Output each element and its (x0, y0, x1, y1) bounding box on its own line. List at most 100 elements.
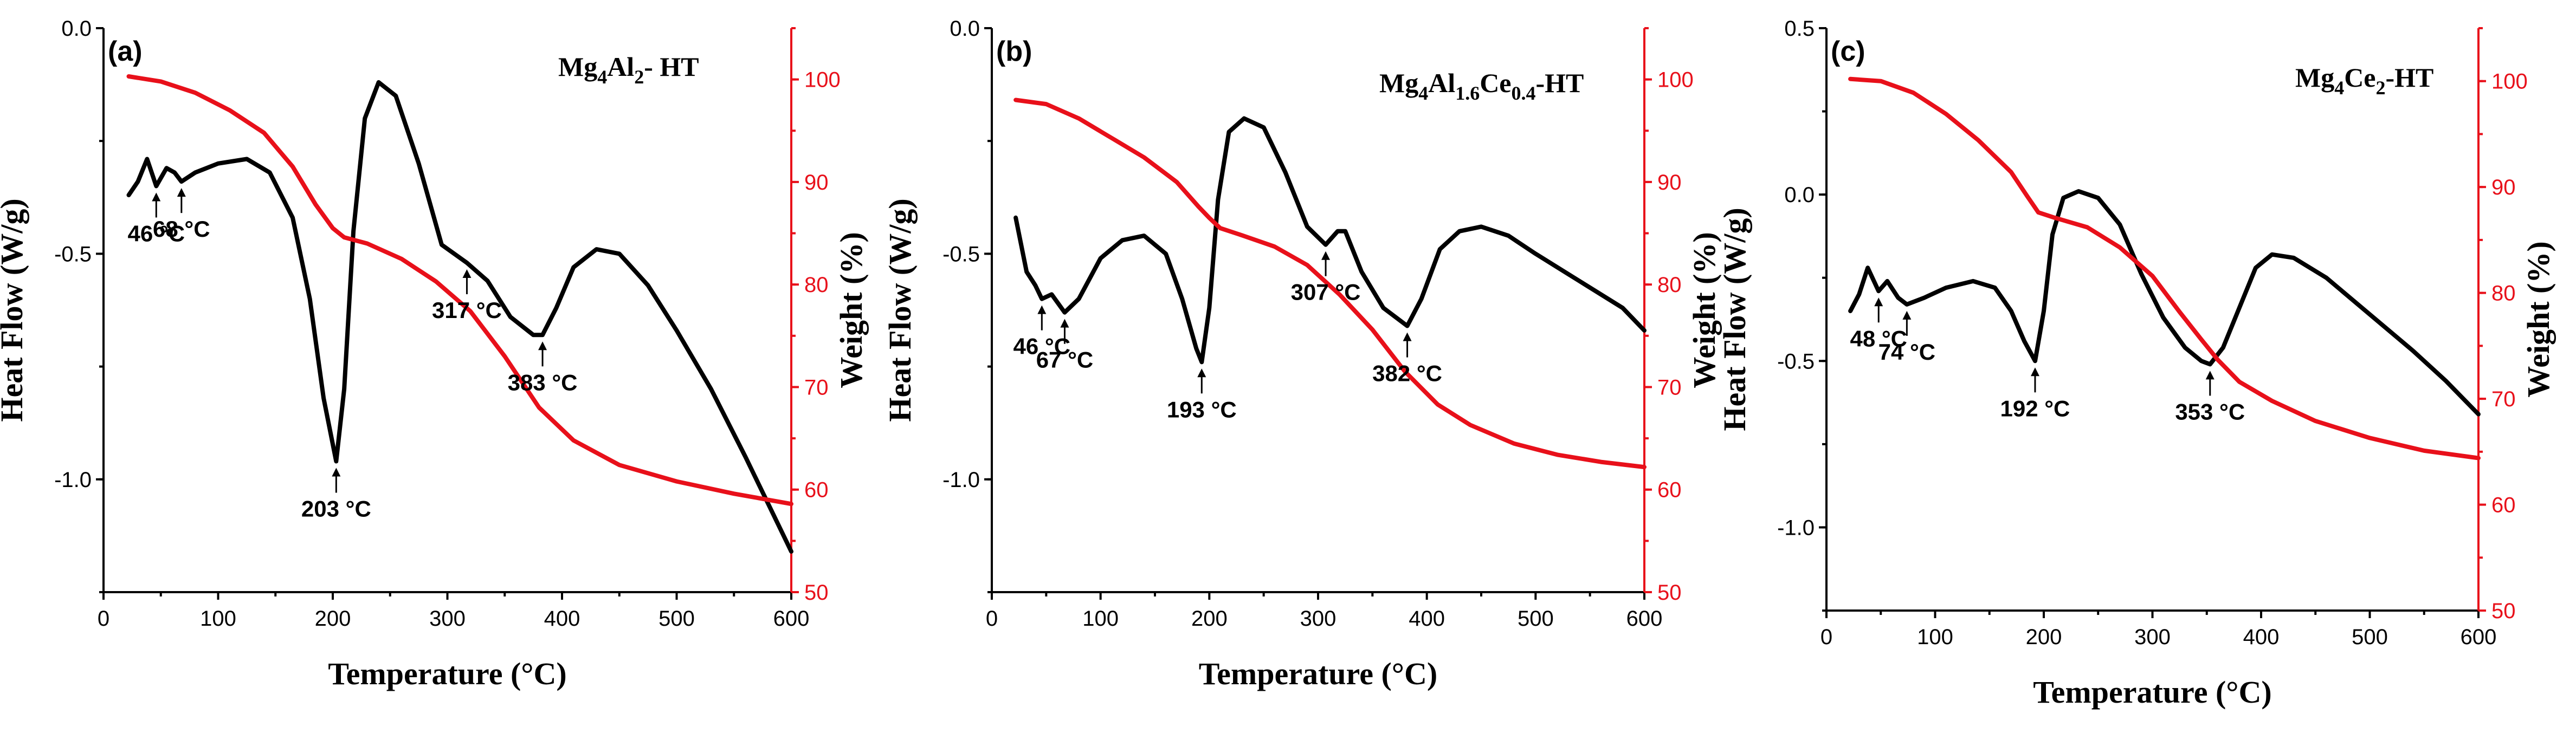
x-tick-label: 100 (1917, 625, 1953, 649)
panel-2: 0 100 200 300 400 500 600 0.5 0.0 -0.5 -1.0 50 60 70 8… (1717, 17, 2556, 710)
right-tick-label: 80 (2491, 282, 2516, 306)
formula-part: -HT (2386, 62, 2434, 93)
formula-part: Mg (558, 51, 597, 82)
peak-annotation: 46 °C (128, 220, 185, 246)
right-tick-label: 60 (804, 478, 829, 502)
formula-part: 2 (634, 66, 644, 88)
x-axis-title: Temperature (°C) (1199, 656, 1437, 691)
left-tick-label: -1.0 (1777, 516, 1815, 540)
annotation-arrow-head (1403, 332, 1412, 341)
right-tick-label: 80 (804, 273, 829, 297)
sample-formula: Mg4Ce2-HT (2295, 62, 2433, 99)
annotation-arrow-head (2205, 371, 2215, 380)
x-tick-label: 300 (429, 607, 466, 631)
peak-annotation: 48 °C (1850, 326, 1907, 351)
x-tick-label: 200 (2026, 625, 2062, 649)
x-tick-label: 100 (200, 607, 236, 631)
x-tick-label: 400 (1409, 607, 1445, 631)
annotation-arrow-head (332, 468, 341, 477)
annotation-arrow-head (152, 192, 161, 202)
formula-part: 0.4 (1512, 82, 1536, 104)
right-tick-label: 100 (2491, 70, 2528, 94)
left-tick-label: 0.0 (950, 17, 980, 41)
annotation-arrow-head (177, 188, 186, 197)
peak-annotation: 192 °C (2000, 395, 2070, 421)
annotation-arrow-head (1197, 368, 1206, 378)
left-tick-label: -1.0 (942, 468, 980, 492)
right-tick-label: 80 (1657, 273, 1682, 297)
right-axis-title: Weight (%) (1687, 232, 1722, 388)
left-tick-label: 0.5 (1784, 17, 1815, 41)
x-tick-label: 0 (98, 607, 109, 631)
formula-part: -HT (1536, 68, 1584, 98)
x-tick-label: 500 (1518, 607, 1554, 631)
formula-part: 4 (2334, 77, 2344, 99)
peak-annotation: 203 °C (301, 496, 371, 521)
right-axis-title: Weight (%) (834, 232, 869, 388)
right-tick-label: 60 (1657, 478, 1682, 502)
x-tick-label: 600 (1626, 607, 1663, 631)
heat-flow-line (1013, 116, 1647, 365)
peak-annotation: 307 °C (1291, 280, 1361, 305)
x-tick-label: 500 (2352, 625, 2388, 649)
formula-part: Mg (2295, 62, 2334, 93)
peak-annotation: 68 °C (153, 216, 210, 242)
right-tick-label: 50 (804, 581, 829, 605)
formula-part: 2 (2376, 77, 2386, 99)
annotation-arrow-head (1060, 319, 1069, 328)
x-tick-label: 0 (986, 607, 998, 631)
x-tick-label: 500 (658, 607, 695, 631)
x-tick-label: 100 (1082, 607, 1119, 631)
peak-annotation: 317 °C (432, 297, 502, 323)
formula-part: Mg (1379, 68, 1418, 98)
peak-annotation: 74 °C (1878, 339, 1936, 365)
x-tick-label: 400 (2243, 625, 2280, 649)
peak-annotation: 46 °C (1013, 334, 1071, 359)
right-tick-label: 90 (804, 171, 829, 194)
annotation-arrow-head (538, 341, 547, 351)
left-tick-label: -0.5 (942, 242, 980, 266)
annotation-arrow-head (1037, 305, 1047, 314)
formula-part: 1.6 (1455, 82, 1480, 104)
x-tick-label: 200 (1191, 607, 1228, 631)
peak-annotation: 353 °C (2175, 399, 2245, 424)
left-tick-label: 0.0 (61, 17, 92, 41)
sample-formula: Mg4Al2- HT (558, 51, 699, 88)
annotation-arrow-head (1321, 251, 1331, 260)
right-tick-label: 50 (1657, 581, 1682, 605)
x-tick-label: 300 (2134, 625, 2171, 649)
heat-flow-line (126, 80, 793, 554)
left-axis-title: Heat Flow (W/g) (0, 198, 29, 421)
annotation-arrow-head (1874, 297, 1883, 307)
left-axis-title: Heat Flow (W/g) (1717, 207, 1752, 431)
sample-formula: Mg4Al1.6Ce0.4-HT (1379, 68, 1584, 104)
right-tick-label: 100 (1657, 68, 1694, 92)
panel-0: 0 100 200 300 400 500 600 0.0 -0.5 -1.0 50 60 70 80 90… (0, 17, 869, 691)
right-tick-label: 70 (1657, 375, 1682, 399)
x-tick-label: 200 (315, 607, 351, 631)
weight-line (126, 74, 793, 507)
formula-part: 4 (1418, 82, 1428, 104)
annotation-arrow-head (462, 269, 472, 278)
peak-annotation: 67 °C (1036, 347, 1094, 373)
right-tick-label: 60 (2491, 494, 2516, 517)
peak-annotation: 382 °C (1372, 361, 1442, 386)
annotation-arrow-head (2030, 367, 2039, 377)
formula-part: - HT (644, 51, 699, 82)
right-axis-title: Weight (%) (2521, 241, 2556, 397)
panel-label: (b) (996, 36, 1032, 67)
weight-line (1013, 98, 1647, 470)
x-tick-label: 300 (1300, 607, 1337, 631)
right-tick-label: 100 (804, 68, 841, 92)
x-axis-title: Temperature (°C) (328, 656, 566, 691)
formula-part: 4 (597, 66, 607, 88)
formula-part: Ce (1480, 68, 1511, 98)
left-tick-label: -0.5 (1777, 349, 1815, 373)
peak-annotation: 193 °C (1167, 397, 1237, 422)
weight-line (1848, 76, 2481, 460)
right-tick-label: 50 (2491, 599, 2516, 623)
panel-label: (a) (108, 36, 143, 67)
x-tick-label: 600 (2461, 625, 2497, 649)
x-tick-label: 0 (1820, 625, 1832, 649)
